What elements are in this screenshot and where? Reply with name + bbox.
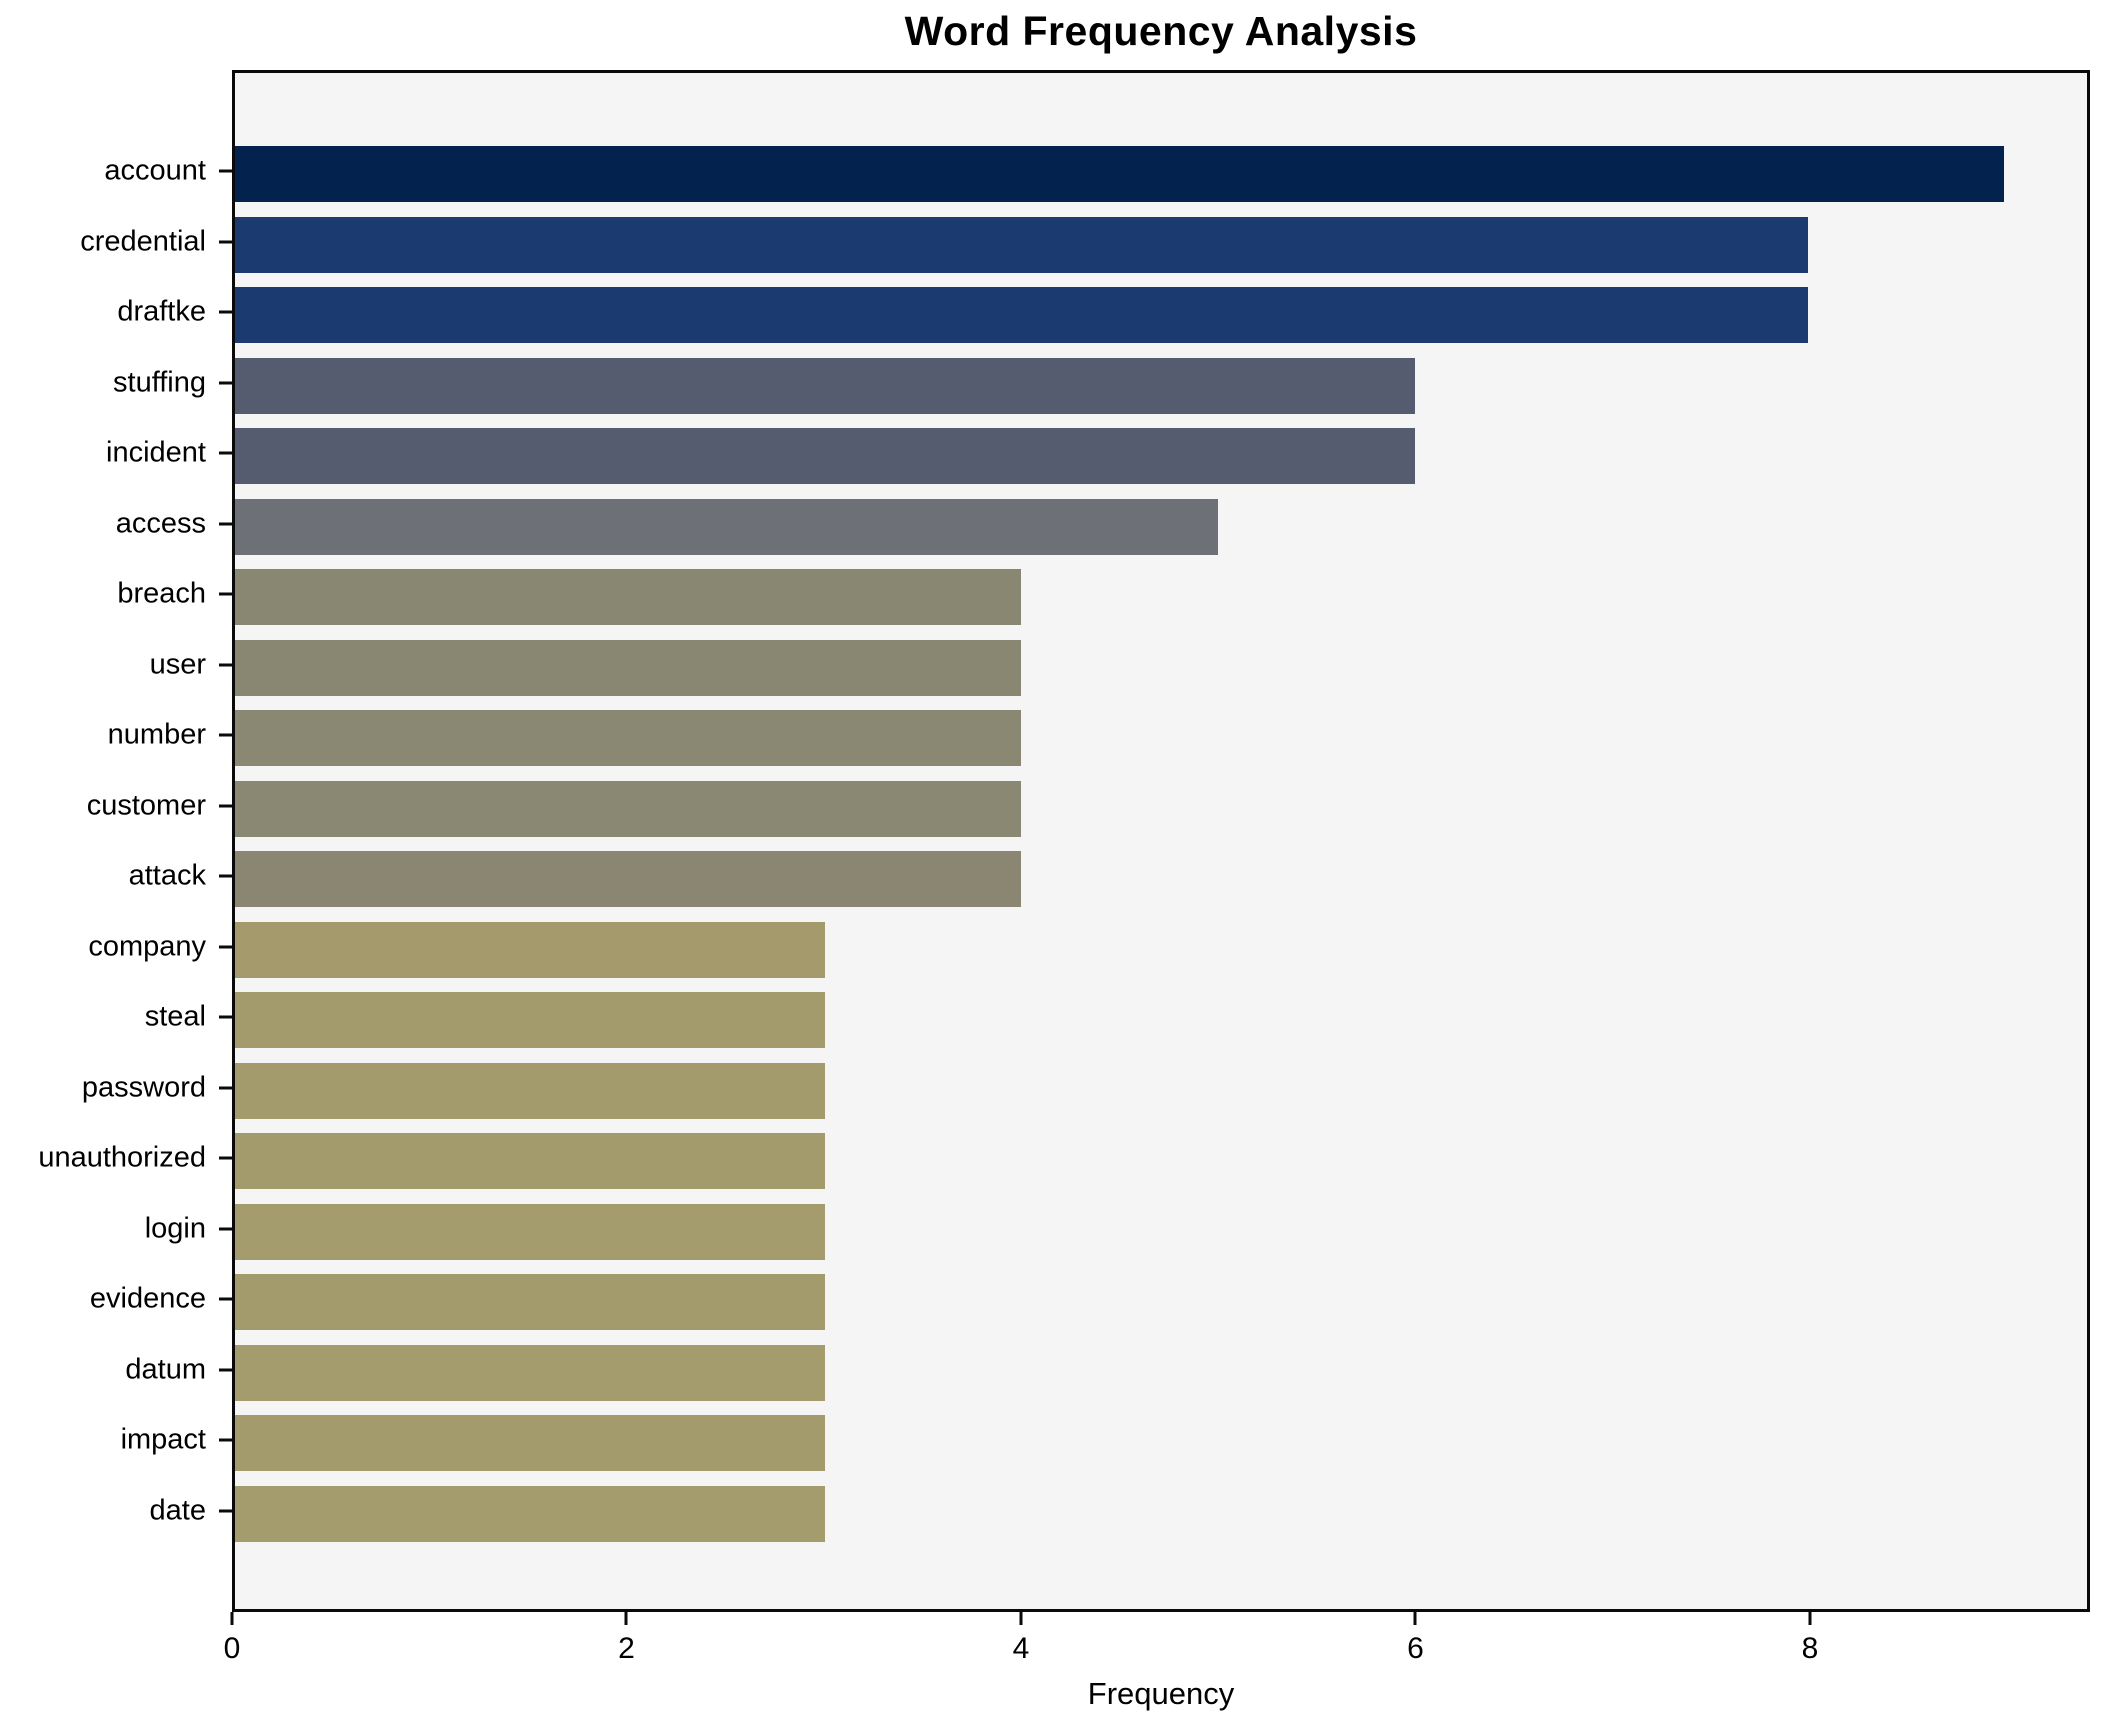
bar-access: [235, 498, 1218, 555]
bar-login: [235, 1203, 825, 1260]
bar-datum: [235, 1344, 825, 1401]
x-tick-mark: [230, 1612, 234, 1625]
bar-steal: [235, 992, 825, 1049]
x-tick-label-2: 2: [618, 1632, 635, 1665]
y-tick-label-draftke: draftke: [117, 295, 206, 328]
y-tick-label-datum: datum: [125, 1353, 206, 1386]
y-tick-mark: [219, 1156, 232, 1160]
bar-date: [235, 1485, 825, 1542]
bar-unauthorized: [235, 1133, 825, 1190]
y-tick-mark: [219, 663, 232, 667]
y-tick-mark: [219, 1015, 232, 1019]
y-tick-mark: [219, 733, 232, 737]
bar-breach: [235, 569, 1022, 626]
bar-customer: [235, 780, 1022, 837]
y-tick-mark: [219, 1227, 232, 1231]
y-tick-label-attack: attack: [128, 859, 206, 892]
y-tick-label-number: number: [107, 718, 206, 751]
x-tick-label-0: 0: [223, 1632, 241, 1665]
y-tick-mark: [219, 804, 232, 808]
bar-impact: [235, 1415, 825, 1472]
bar-password: [235, 1062, 825, 1119]
y-tick-label-evidence: evidence: [89, 1282, 206, 1315]
x-tick-mark: [1808, 1612, 1812, 1625]
y-tick-mark: [219, 522, 232, 526]
bar-stuffing: [235, 357, 1415, 414]
y-tick-label-unauthorized: unauthorized: [38, 1141, 206, 1174]
bar-account: [235, 146, 2005, 203]
x-tick-label-4: 4: [1012, 1632, 1030, 1665]
y-tick-mark: [219, 592, 232, 596]
y-tick-label-incident: incident: [106, 436, 206, 469]
y-tick-label-impact: impact: [120, 1423, 206, 1456]
bar-evidence: [235, 1274, 825, 1331]
y-tick-label-breach: breach: [117, 577, 206, 610]
y-tick-mark: [219, 381, 232, 385]
y-tick-mark: [219, 1368, 232, 1372]
x-tick-mark: [1019, 1612, 1023, 1625]
y-tick-mark: [219, 874, 232, 878]
y-tick-mark: [219, 451, 232, 455]
x-tick-mark: [1413, 1612, 1417, 1625]
y-tick-label-account: account: [104, 154, 206, 187]
y-tick-mark: [219, 240, 232, 244]
y-tick-label-customer: customer: [86, 789, 206, 822]
y-tick-mark: [219, 1297, 232, 1301]
y-tick-label-user: user: [149, 648, 206, 681]
y-tick-label-credential: credential: [80, 225, 206, 258]
y-tick-label-password: password: [81, 1071, 206, 1104]
plot-area: [232, 70, 2090, 1612]
y-tick-mark: [219, 169, 232, 173]
x-tick-label-6: 6: [1407, 1632, 1424, 1665]
y-tick-mark: [219, 945, 232, 949]
bar-user: [235, 639, 1022, 696]
y-tick-mark: [219, 1438, 232, 1442]
y-tick-label-login: login: [144, 1212, 206, 1245]
y-tick-label-company: company: [88, 930, 206, 963]
y-tick-mark: [219, 1086, 232, 1090]
y-tick-mark: [219, 1509, 232, 1513]
x-tick-mark: [624, 1612, 628, 1625]
y-tick-label-stuffing: stuffing: [113, 366, 206, 399]
bar-credential: [235, 216, 1808, 273]
bar-incident: [235, 428, 1415, 485]
y-tick-label-date: date: [149, 1494, 206, 1527]
y-tick-label-access: access: [115, 507, 206, 540]
bar-number: [235, 710, 1022, 767]
bar-company: [235, 921, 825, 978]
y-tick-mark: [219, 310, 232, 314]
bar-draftke: [235, 287, 1808, 344]
x-axis-label: Frequency: [1087, 1676, 1235, 1711]
y-tick-label-steal: steal: [144, 1000, 206, 1033]
bar-attack: [235, 851, 1022, 908]
chart-title: Word Frequency Analysis: [904, 8, 1418, 54]
x-tick-label-8: 8: [1801, 1632, 1819, 1665]
